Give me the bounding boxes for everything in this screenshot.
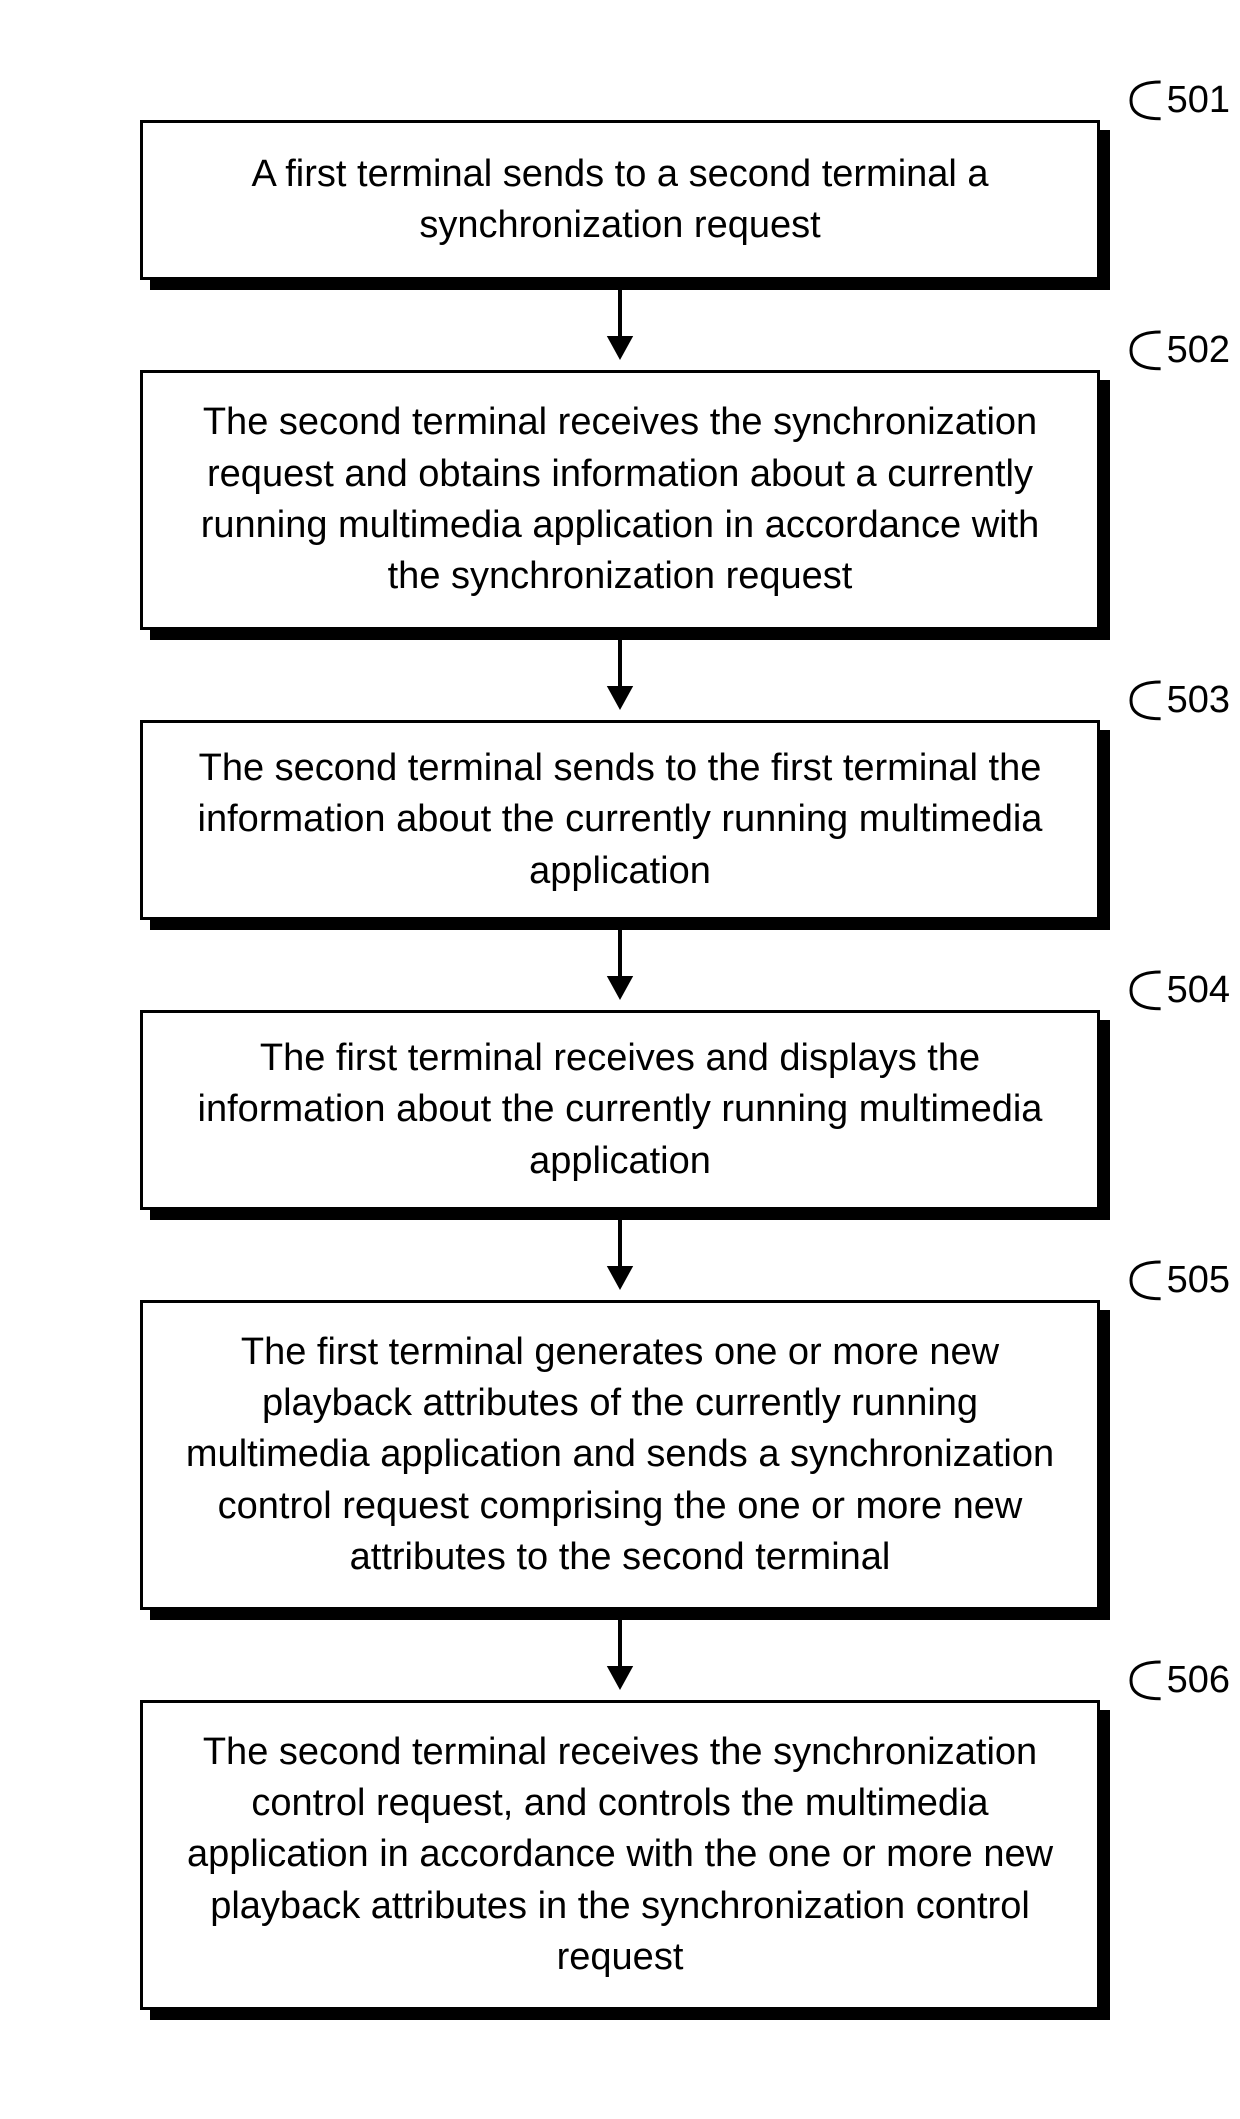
- step-text: The second terminal receives the synchro…: [179, 1727, 1061, 1983]
- flowchart-step: A first terminal sends to a second termi…: [140, 120, 1100, 280]
- step-label: 505: [1127, 1258, 1230, 1303]
- step-label: 504: [1127, 968, 1230, 1013]
- step-id: 504: [1167, 969, 1230, 1012]
- flowchart-step: The first terminal generates one or more…: [140, 1300, 1100, 1610]
- step-box: The second terminal sends to the first t…: [140, 720, 1100, 920]
- flowchart-arrow: [140, 930, 1100, 1010]
- step-label: 503: [1127, 678, 1230, 723]
- flowchart-step: The second terminal receives the synchro…: [140, 370, 1100, 630]
- flowchart-arrow: [140, 1620, 1100, 1700]
- step-box: The second terminal receives the synchro…: [140, 370, 1100, 630]
- step-id: 505: [1167, 1259, 1230, 1302]
- step-label: 502: [1127, 328, 1230, 373]
- step-box: The first terminal receives and displays…: [140, 1010, 1100, 1210]
- step-box: A first terminal sends to a second termi…: [140, 120, 1100, 280]
- flowchart-step: The second terminal sends to the first t…: [140, 720, 1100, 920]
- step-text: The first terminal receives and displays…: [179, 1033, 1061, 1187]
- step-id: 506: [1167, 1659, 1230, 1702]
- flowchart-step: The second terminal receives the synchro…: [140, 1700, 1100, 2010]
- step-id: 501: [1167, 79, 1230, 122]
- flowchart-arrow: [140, 290, 1100, 370]
- step-id: 502: [1167, 329, 1230, 372]
- step-text: The second terminal sends to the first t…: [179, 743, 1061, 897]
- step-id: 503: [1167, 679, 1230, 722]
- step-text: A first terminal sends to a second termi…: [179, 149, 1061, 252]
- flowchart-step: The first terminal receives and displays…: [140, 1010, 1100, 1210]
- flowchart-arrow: [140, 1220, 1100, 1300]
- step-label: 501: [1127, 78, 1230, 123]
- step-box: The first terminal generates one or more…: [140, 1300, 1100, 1610]
- flowchart-container: A first terminal sends to a second termi…: [140, 120, 1100, 2010]
- step-label: 506: [1127, 1658, 1230, 1703]
- step-text: The first terminal generates one or more…: [179, 1327, 1061, 1583]
- step-box: The second terminal receives the synchro…: [140, 1700, 1100, 2010]
- flowchart-arrow: [140, 640, 1100, 720]
- step-text: The second terminal receives the synchro…: [179, 397, 1061, 602]
